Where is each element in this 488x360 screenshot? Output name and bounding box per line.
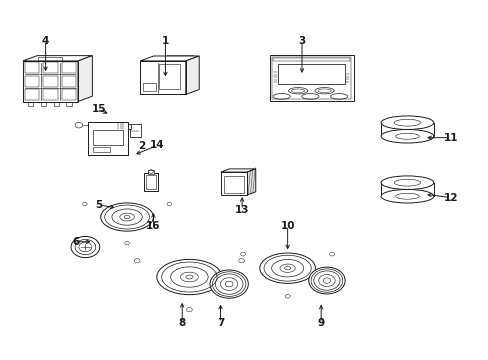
Text: 9: 9	[317, 318, 324, 328]
Bar	[130, 125, 140, 137]
Bar	[25, 76, 39, 86]
Bar	[147, 170, 154, 174]
Ellipse shape	[380, 116, 433, 130]
Bar	[159, 64, 180, 89]
Bar	[43, 89, 58, 100]
Circle shape	[209, 270, 248, 298]
Circle shape	[308, 267, 345, 294]
Text: 10: 10	[280, 221, 294, 231]
Bar	[25, 62, 39, 73]
Text: 15: 15	[91, 104, 106, 114]
Polygon shape	[87, 122, 128, 155]
Bar	[61, 89, 76, 100]
Ellipse shape	[157, 259, 222, 294]
Text: 13: 13	[234, 205, 249, 215]
Bar	[43, 76, 58, 86]
Text: 5: 5	[95, 200, 102, 210]
Circle shape	[71, 237, 100, 258]
Text: 6: 6	[72, 237, 79, 247]
Bar	[25, 89, 39, 100]
Ellipse shape	[380, 176, 433, 189]
Bar	[66, 102, 72, 106]
Ellipse shape	[259, 253, 315, 283]
Bar	[53, 102, 59, 106]
Bar	[269, 55, 353, 100]
Text: 1: 1	[162, 36, 169, 46]
Polygon shape	[23, 56, 92, 61]
Bar	[61, 62, 76, 73]
Text: 16: 16	[146, 221, 161, 231]
Ellipse shape	[101, 203, 153, 231]
Bar	[41, 102, 46, 106]
Polygon shape	[220, 172, 246, 195]
Bar	[224, 176, 244, 193]
Text: 14: 14	[150, 140, 164, 150]
Polygon shape	[140, 56, 199, 61]
Bar	[125, 125, 131, 129]
Bar	[273, 58, 349, 61]
Ellipse shape	[380, 189, 433, 203]
Bar	[142, 82, 156, 91]
Text: 7: 7	[216, 318, 224, 328]
Polygon shape	[185, 56, 199, 94]
Bar	[271, 57, 350, 99]
Bar	[28, 102, 33, 106]
Ellipse shape	[380, 130, 433, 143]
Polygon shape	[78, 56, 92, 102]
Bar	[143, 172, 158, 191]
Bar	[43, 62, 58, 73]
Text: 2: 2	[138, 141, 145, 152]
Text: 3: 3	[298, 36, 305, 46]
Bar	[39, 57, 62, 61]
Bar	[93, 130, 122, 145]
Bar	[61, 76, 76, 86]
Polygon shape	[246, 169, 255, 195]
Text: 11: 11	[443, 133, 457, 143]
Text: 12: 12	[443, 193, 457, 203]
Bar	[145, 175, 156, 189]
Polygon shape	[220, 169, 255, 172]
Text: 4: 4	[42, 36, 49, 46]
Bar	[93, 147, 109, 152]
Text: 8: 8	[178, 318, 185, 328]
Bar	[278, 64, 344, 84]
